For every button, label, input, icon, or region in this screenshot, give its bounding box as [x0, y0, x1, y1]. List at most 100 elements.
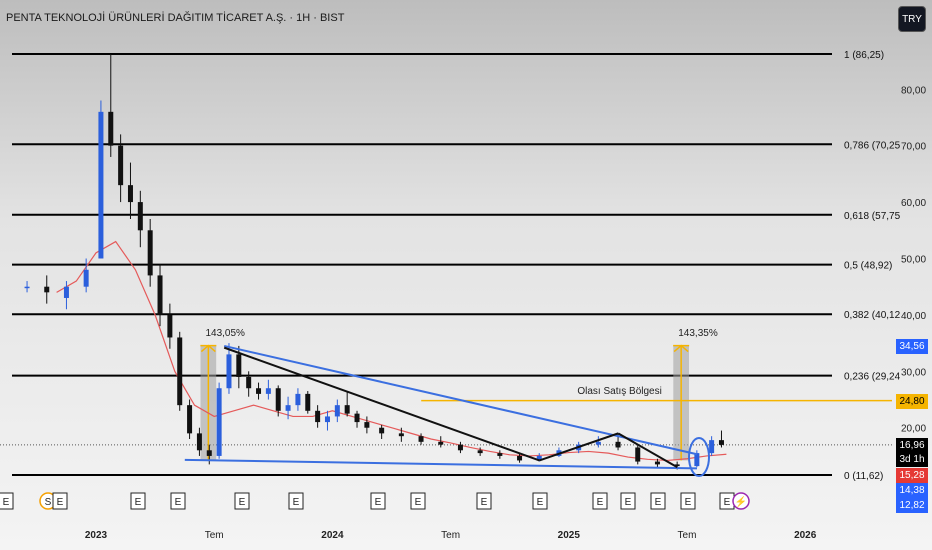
candle-body [635, 447, 641, 462]
event-marker-earnings: E [170, 492, 186, 510]
event-marker-earnings: E [719, 492, 735, 510]
candle-body [305, 393, 311, 411]
candle-body [98, 111, 104, 259]
candle-body [536, 455, 542, 461]
y-tick-label: 80,00 [901, 85, 926, 96]
y-tick-label: 20,00 [901, 424, 926, 435]
event-label: E [175, 497, 182, 508]
candle-body [236, 354, 242, 377]
trendline-pattern-2 [539, 432, 619, 462]
event-label: E [415, 497, 422, 508]
x-tick-label: 2024 [321, 530, 344, 541]
event-marker-earnings: E [650, 492, 666, 510]
event-badge [170, 492, 186, 510]
breakout-highlight [688, 437, 710, 478]
event-marker-earnings: E [288, 492, 304, 510]
event-marker-earnings: E [234, 492, 250, 510]
price-tag: 24,80 [896, 393, 928, 409]
candle-body [187, 405, 193, 434]
event-badge [592, 492, 608, 510]
candle-body [157, 275, 163, 315]
candle-body [315, 410, 321, 423]
candle-body [324, 416, 330, 423]
annotation-label: 143,35% [678, 328, 718, 339]
candle-body [108, 111, 114, 146]
trendline-lower [184, 458, 698, 470]
candle-body [44, 286, 50, 293]
candle-body [477, 450, 483, 454]
event-label: E [239, 497, 246, 508]
event-label: E [57, 497, 64, 508]
event-label: E [293, 497, 300, 508]
fib-label: 0,618 (57,75 [844, 211, 901, 222]
event-badge [130, 492, 146, 510]
event-label: E [685, 497, 692, 508]
y-tick-label: 70,00 [901, 142, 926, 153]
candle-body [364, 422, 370, 428]
candle-body [127, 185, 133, 203]
trendline-upper [223, 344, 698, 456]
fib-label: 0,786 (70,25 [844, 140, 901, 151]
event-badge [234, 492, 250, 510]
fib-label: 0,382 (40,12 [844, 310, 901, 321]
candle-body [418, 436, 424, 442]
fib-label: 0,5 (48,92) [844, 261, 892, 272]
event-badge [288, 492, 304, 510]
trendline-pattern-3 [617, 432, 678, 469]
candle-body [137, 202, 143, 231]
candle-body [246, 376, 252, 389]
y-tick-label: 60,00 [901, 198, 926, 209]
countdown-tag: 3d 1h [896, 451, 928, 467]
x-tick-label: Tem [678, 530, 697, 541]
candle-body [256, 388, 262, 394]
event-marker-earnings: E [620, 492, 636, 510]
event-label: E [597, 497, 604, 508]
price-tag: 14,38 [896, 482, 928, 498]
event-marker-earnings: E [532, 492, 548, 510]
candle-body [517, 455, 523, 461]
event-badge [0, 492, 14, 510]
event-badge [732, 492, 750, 510]
x-tick-label: Tem [205, 530, 224, 541]
event-label: E [135, 497, 142, 508]
candle-body [285, 405, 291, 411]
candle-body [595, 441, 601, 445]
event-label: E [375, 497, 382, 508]
price-tag: 12,82 [896, 497, 928, 513]
candle-body [118, 145, 124, 186]
y-tick-label: 50,00 [901, 254, 926, 265]
x-tick-label: Tem [441, 530, 460, 541]
event-marker-earnings: E [410, 492, 426, 510]
event-marker-earnings: E [370, 492, 386, 510]
candle-body [196, 433, 202, 451]
candle-body [167, 314, 173, 338]
price-tag: 15,28 [896, 467, 928, 483]
candle-body [226, 354, 232, 389]
event-label: E [625, 497, 632, 508]
price-tag: 34,56 [896, 338, 928, 354]
event-marker-special: ⚡ [732, 492, 750, 510]
candle-body [295, 393, 301, 406]
event-badge [52, 492, 68, 510]
event-marker-earnings: E [52, 492, 68, 510]
currency-button[interactable]: TRY [898, 6, 926, 32]
event-marker-earnings: E [680, 492, 696, 510]
event-marker-earnings: E [130, 492, 146, 510]
event-marker-earnings: E [476, 492, 492, 510]
candle-body [24, 286, 30, 289]
event-label: E [481, 497, 488, 508]
candle-body [718, 440, 724, 445]
x-tick-label: 2025 [558, 530, 581, 541]
candle-body [265, 388, 271, 394]
candle-body [334, 405, 340, 417]
candle-body [497, 453, 503, 456]
event-label: S [45, 497, 52, 508]
candle-body [177, 337, 183, 406]
symbol-title: PENTA TEKNOLOJİ ÜRÜNLERİ DAĞITIM TİCARET… [6, 12, 345, 24]
annotation-label: 143,05% [205, 328, 245, 339]
fib-label: 0,236 (29,24 [844, 372, 901, 383]
candle-body [615, 441, 621, 448]
event-label: ⚡ [735, 495, 747, 508]
